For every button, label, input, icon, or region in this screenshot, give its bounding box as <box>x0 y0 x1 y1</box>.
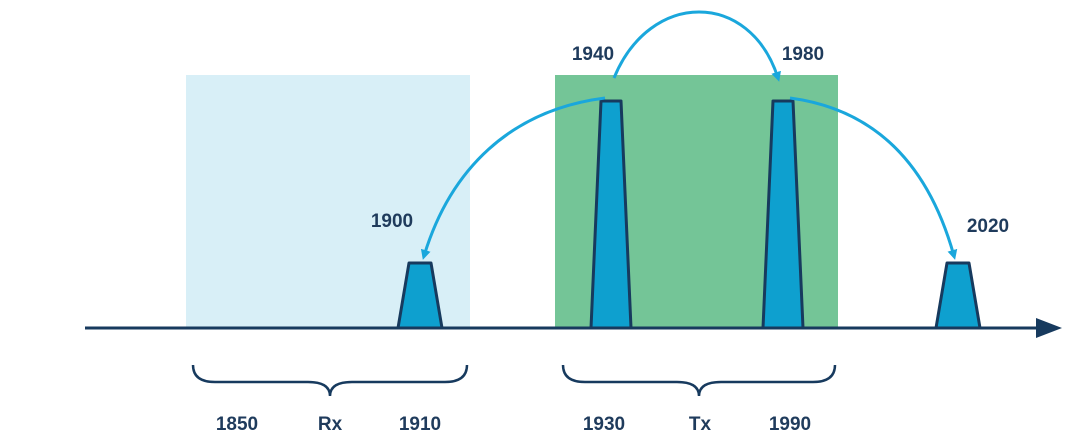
peak <box>589 99 633 330</box>
peak <box>934 261 982 330</box>
band-edge-label: 1930 <box>583 414 625 435</box>
band-edge-label: 1850 <box>216 414 258 435</box>
band-edge-label: 1990 <box>769 414 811 435</box>
arrow <box>612 10 781 82</box>
brace <box>191 364 469 397</box>
peak-label: 2020 <box>967 216 1009 237</box>
band-name: Rx <box>318 414 343 435</box>
axis-arrow <box>1036 318 1062 338</box>
peak-label: 1900 <box>371 211 413 232</box>
peak <box>396 261 444 330</box>
arrow <box>420 96 606 260</box>
peak-label: 1940 <box>572 44 614 65</box>
brace <box>561 364 837 397</box>
arrow <box>789 96 958 260</box>
band-edge-label: 1910 <box>399 414 441 435</box>
peak <box>761 99 805 330</box>
band-name: Tx <box>689 414 712 435</box>
peak-label: 1980 <box>782 44 824 65</box>
